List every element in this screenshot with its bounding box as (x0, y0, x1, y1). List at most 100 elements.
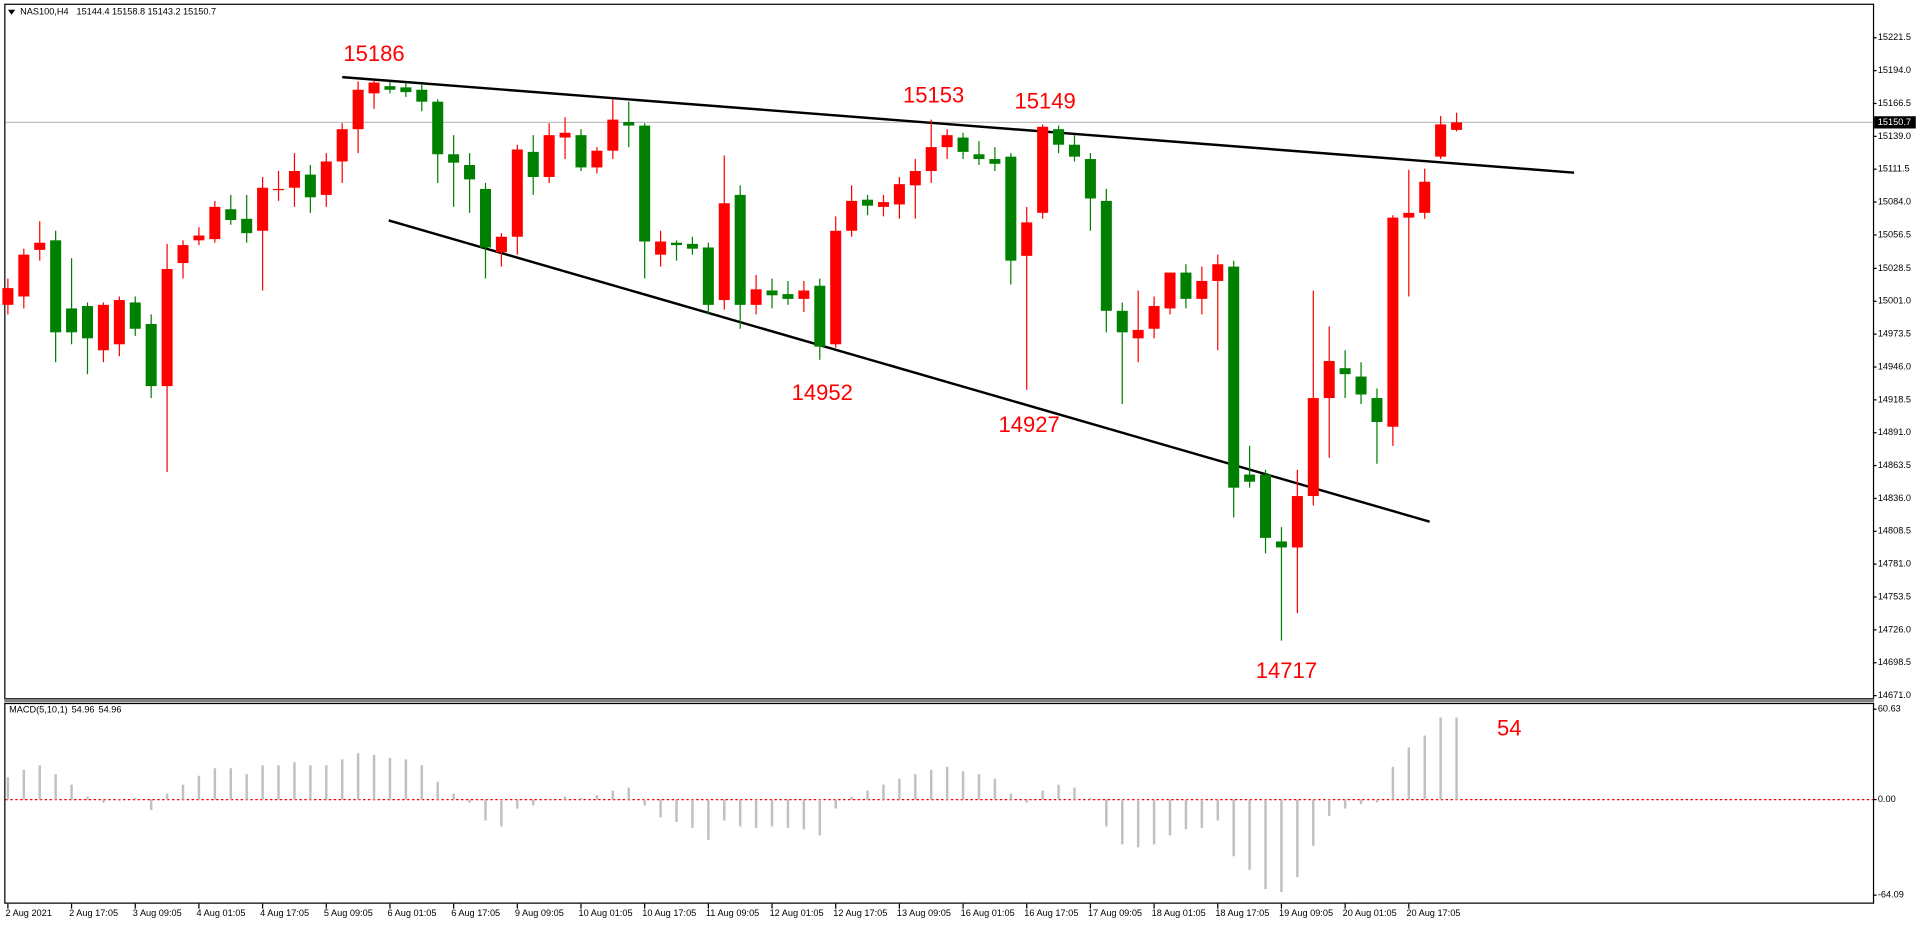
candle-body (113, 300, 125, 345)
menu-arrow[interactable] (7, 9, 16, 15)
x-tick-label: 16 Aug 17:05 (1024, 908, 1078, 918)
y-tick-label: 15056.5 (1878, 229, 1911, 239)
y-tick-label: 14918.5 (1878, 394, 1911, 404)
x-tick-label: 2 Aug 17:05 (69, 908, 118, 918)
candle-body (1307, 398, 1319, 497)
candle-body (734, 194, 746, 305)
y-tick-label: 15166.5 (1878, 98, 1911, 108)
candle-body (686, 243, 698, 249)
annotation: 54 (1497, 716, 1522, 741)
candle-body (989, 159, 1001, 164)
candle-body (814, 285, 826, 347)
candle-body (241, 218, 253, 234)
x-tick-label: 12 Aug 01:05 (770, 908, 824, 918)
candle-body (448, 154, 460, 163)
candle-body (559, 132, 571, 138)
candle-body (1021, 222, 1033, 256)
candle-body (273, 188, 285, 191)
candle-body (1116, 310, 1128, 333)
candle-body (1355, 376, 1367, 395)
candle-body (1260, 474, 1272, 538)
candle-body (97, 304, 109, 351)
y-tick-label: 0.00 (1878, 794, 1896, 804)
candle-body (973, 154, 985, 160)
candle-body (209, 206, 221, 240)
candle-body (81, 306, 94, 339)
candle-body (304, 174, 316, 198)
y-tick-label: 14698.5 (1878, 657, 1911, 667)
candle-body (1291, 496, 1303, 548)
pane-divider (4, 698, 1875, 703)
price-label-box (1874, 116, 1916, 129)
x-tick-label: 10 Aug 01:05 (579, 908, 633, 918)
candle-body (1132, 329, 1144, 339)
annotation: 14717 (1256, 658, 1317, 683)
candle-body (1403, 212, 1415, 218)
candle-body (34, 242, 46, 250)
candle-body (1084, 159, 1096, 199)
annotation: 15149 (1014, 89, 1075, 114)
close-value: 15150.7 (183, 7, 216, 17)
candle-body (877, 202, 889, 207)
x-tick-label: 18 Aug 17:05 (1215, 908, 1269, 918)
price-label: 15150.7 (1878, 117, 1911, 127)
candle-body (352, 89, 364, 130)
y-tick-label: 15028.5 (1878, 263, 1911, 273)
x-tick-label: 6 Aug 01:05 (388, 908, 437, 918)
header: NAS100,H4 15144.4 15158.8 15143.2 15150.… (20, 7, 216, 17)
candle-body (1164, 272, 1176, 309)
macd-signal: 54.96 (99, 705, 122, 715)
candle-body (750, 289, 762, 305)
candle-body (1196, 280, 1208, 299)
candle-body (655, 241, 667, 255)
candle-body (1068, 144, 1081, 157)
candle-body (607, 119, 619, 151)
x-tick-label: 5 Aug 09:05 (324, 908, 373, 918)
candle-body (225, 209, 237, 221)
candle-body (1387, 217, 1399, 427)
y-tick-label: 15221.5 (1878, 32, 1911, 42)
x-tick-label: 11 Aug 09:05 (706, 908, 759, 918)
candle-body (1053, 129, 1065, 145)
candle-body (66, 308, 78, 333)
candle-body (941, 135, 953, 148)
x-tick-label: 3 Aug 09:05 (133, 908, 182, 918)
macd-value: 54.96 (72, 705, 95, 715)
y-tick-label: 14946.0 (1878, 361, 1911, 371)
candle-body (400, 87, 412, 93)
candle-body (543, 135, 555, 177)
x-tick-label: 10 Aug 17:05 (642, 908, 696, 918)
y-tick-label: 14781.0 (1878, 559, 1911, 569)
candle-body (1100, 200, 1112, 311)
candle-body (862, 199, 874, 206)
candle-body (145, 323, 157, 387)
candle-body (1419, 181, 1431, 213)
trend-line (388, 219, 1430, 523)
candle-body (495, 236, 507, 253)
x-tick-label: 18 Aug 01:05 (1152, 908, 1206, 918)
candle-body (18, 254, 30, 297)
annotation: 15186 (343, 41, 404, 66)
open-value: 15144.4 (76, 7, 109, 17)
trend-line (342, 75, 1575, 174)
candle-body (830, 230, 842, 345)
annotation: 14927 (999, 412, 1060, 437)
candle-body (766, 290, 778, 296)
candle-body (161, 268, 173, 387)
candle-body (416, 89, 428, 102)
y-tick-label: 14671.0 (1878, 690, 1911, 700)
annotation: 14952 (792, 380, 853, 405)
x-tick-label: 12 Aug 17:05 (833, 908, 887, 918)
candle-body (336, 129, 348, 162)
candle-body (639, 125, 651, 242)
candle-body (1037, 126, 1049, 213)
candle-body (527, 151, 539, 177)
candle-body (925, 147, 937, 172)
candle-body (50, 240, 62, 333)
candle-body (288, 171, 300, 188)
y-tick-label: 14863.5 (1878, 460, 1911, 470)
symbol: NAS100,H4 (20, 7, 68, 17)
x-tick-label: 16 Aug 01:05 (961, 908, 1015, 918)
y-tick-label: 60.63 (1878, 704, 1901, 714)
